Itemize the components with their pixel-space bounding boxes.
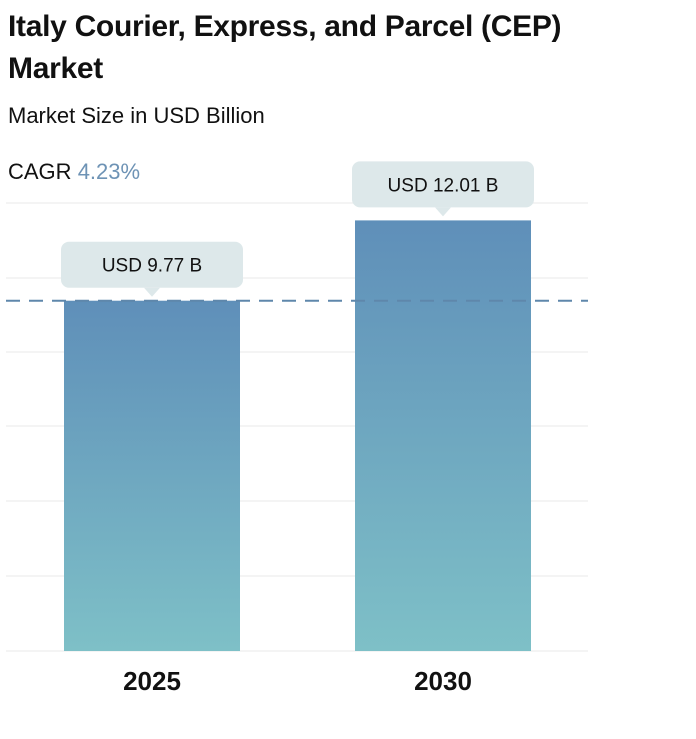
chart-subtitle: Market Size in USD Billion [8,103,265,128]
bar-2030 [355,220,531,651]
callout-box [61,241,243,288]
data-callout: USD 9.77 B [61,241,243,297]
x-tick-label: 2030 [414,666,472,696]
label-layer: USD 9.77 B 2025 USD 12.01 B 2030 [61,161,534,696]
cagr-label: CAGR [8,159,72,184]
bar-layer [64,220,531,651]
callout-pointer [435,207,451,217]
callout-box [352,161,534,208]
chart-title: Italy Courier, Express, and Parcel (CEP)… [8,10,562,85]
x-tick-label: 2025 [123,666,181,696]
cagr-value: 4.23% [77,159,141,184]
data-label: USD 12.01 B [388,175,499,196]
cagr-line: CAGR 4.23% [8,158,140,186]
callout-pointer [144,287,160,297]
data-callout: USD 12.01 B [352,161,534,217]
data-label: USD 9.77 B [102,256,202,277]
bar-2025 [64,300,240,651]
